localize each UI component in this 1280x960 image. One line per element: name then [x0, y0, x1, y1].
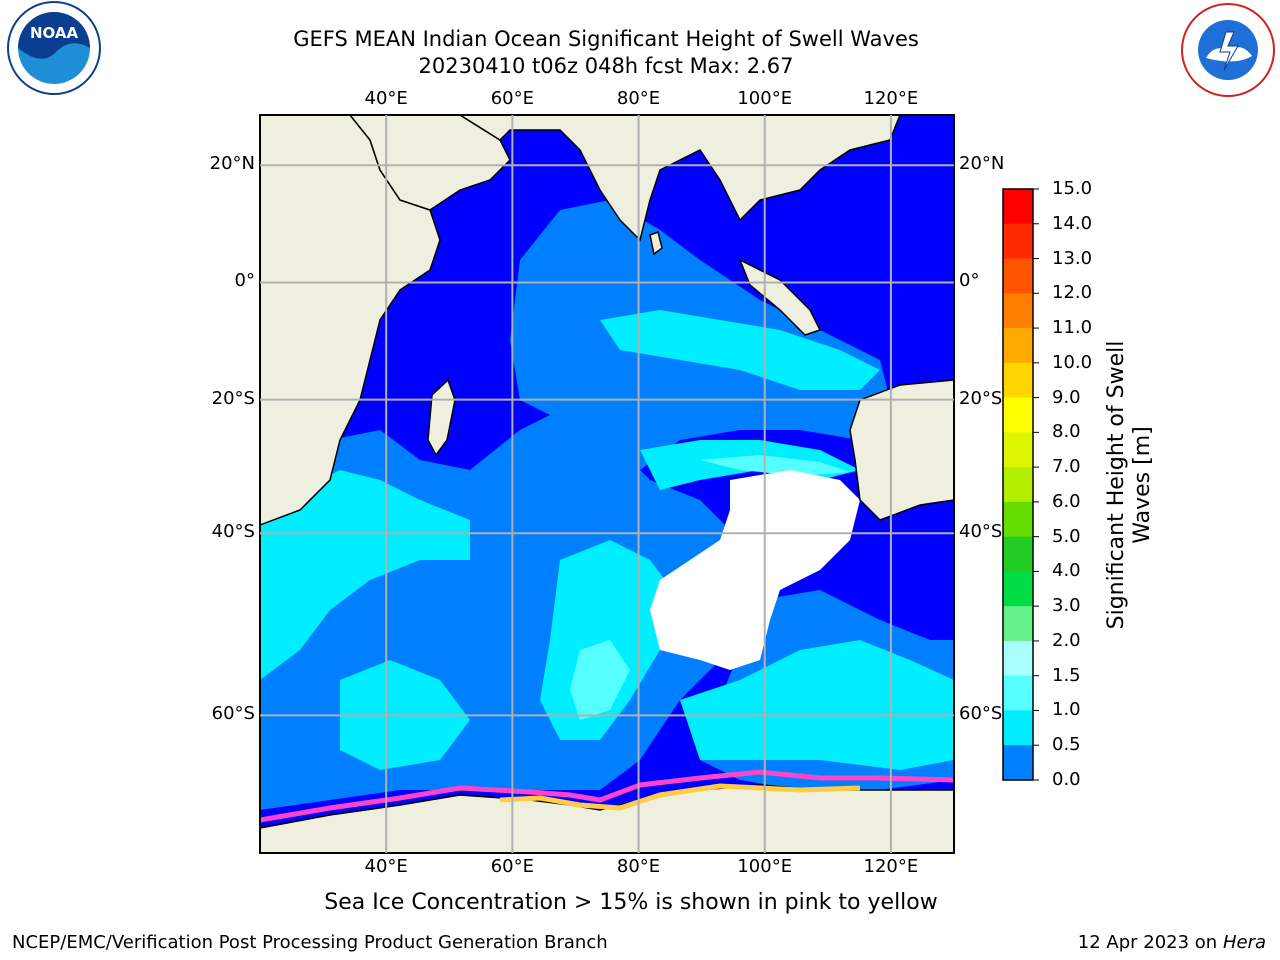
- longitude-tick-label: 60°E: [490, 88, 534, 109]
- swell-band-pale-2: [700, 455, 850, 476]
- colorbar-scale: [1002, 188, 1039, 781]
- colorbar-segment: [1003, 293, 1033, 329]
- latitude-tick-label: 20°S: [959, 387, 1003, 409]
- latitude-tick-label: 0°: [234, 270, 255, 292]
- colorbar-tick-label: 11.0: [1052, 317, 1093, 339]
- asia-land: [458, 115, 901, 242]
- colorbar-tick-label: 8.0: [1052, 421, 1081, 443]
- noaa-logo: NOAA: [0, 0, 108, 104]
- footer-date: 12 Apr 2023 on Hera: [1078, 932, 1266, 953]
- latitude-tick-label: 60°S: [959, 703, 1003, 725]
- colorbar-tick-label: 4.0: [1052, 560, 1081, 582]
- latitude-tick-label: 0°: [959, 270, 980, 292]
- longitude-tick-label: 80°E: [616, 88, 661, 109]
- colorbar-segment: [1003, 745, 1033, 781]
- colorbar-tick-label: 15.0: [1052, 178, 1093, 199]
- australia-land: [849, 379, 954, 521]
- longitude-tick-label: 60°E: [490, 856, 534, 877]
- nws-logo: [1176, 0, 1280, 104]
- footer-date-text: 12 Apr 2023 on: [1077, 932, 1223, 953]
- longitude-tick-label: 40°E: [364, 856, 408, 877]
- colorbar-segment: [1003, 397, 1033, 433]
- colorbar-segment: [1003, 432, 1033, 468]
- colorbar-segment: [1003, 362, 1033, 399]
- masked-region: [650, 470, 860, 670]
- colorbar-tick-label: 9.0: [1052, 386, 1081, 408]
- colorbar-tick-label: 1.0: [1052, 699, 1081, 721]
- longitude-tick-label: 80°E: [616, 856, 661, 877]
- colorbar-frame: [1002, 188, 1034, 781]
- swell-band-light-3: [600, 310, 880, 390]
- longitude-tick-label: 100°E: [737, 88, 793, 109]
- colorbar-segment: [1003, 536, 1033, 572]
- latitude-tick-label: 20°N: [209, 153, 255, 175]
- colorbar-segment: [1003, 501, 1033, 538]
- colorbar-tick-label: 0.0: [1052, 769, 1081, 790]
- latitude-tick-label: 20°N: [959, 153, 1005, 175]
- colorbar-tick-label: 7.0: [1052, 456, 1081, 478]
- colorbar-segment: [1003, 258, 1033, 294]
- map-gridlines: [260, 115, 954, 853]
- map-plot-area: [260, 115, 954, 853]
- colorbar-tick-label: 1.5: [1052, 664, 1081, 686]
- colorbar-segment: [1003, 640, 1033, 677]
- colorbar-segment: [1003, 606, 1033, 642]
- footer-credit: NCEP/EMC/Verification Post Processing Pr…: [12, 932, 608, 953]
- colorbar-tick-label: 6.0: [1052, 490, 1081, 512]
- colorbar-segment: [1003, 328, 1033, 364]
- colorbar-tick-label: 12.0: [1052, 282, 1093, 304]
- map-frame: [259, 114, 955, 854]
- colorbar-tick-label: 3.0: [1052, 595, 1081, 617]
- swell-band-light-5: [680, 640, 954, 770]
- latitude-tick-label: 40°S: [211, 521, 255, 543]
- colorbar-segment: [1003, 710, 1033, 746]
- sea-ice-note: Sea Ice Concentration > 15% is shown in …: [324, 890, 938, 915]
- sea-ice-fringe-pink: [260, 769, 954, 823]
- map-title: GEFS MEAN Indian Ocean Significant Heigh…: [293, 27, 919, 51]
- swell-band-light: [260, 470, 470, 680]
- latitude-tick-label: 20°S: [211, 387, 255, 409]
- sea-ice-fringe-yellow: [499, 783, 861, 811]
- srilanka-land: [649, 231, 663, 256]
- svg-text:NOAA: NOAA: [30, 24, 79, 42]
- sumatra-land: [738, 258, 822, 336]
- colorbar-segment: [1003, 675, 1033, 711]
- colorbar-segment: [1003, 223, 1033, 260]
- longitude-tick-label: 120°E: [863, 88, 919, 109]
- colorbar-segment: [1003, 189, 1033, 225]
- longitude-tick-label: 100°E: [737, 856, 793, 877]
- colorbar-tick-label: 10.0: [1052, 351, 1093, 373]
- colorbar-tick-label: 13.0: [1052, 247, 1093, 269]
- colorbar-segment: [1003, 467, 1033, 503]
- colorbar-tick-label: 2.0: [1052, 629, 1081, 651]
- colorbar-title: Significant Height of Swell Waves [m]: [1104, 340, 1155, 630]
- colorbar-tick-label: 14.0: [1052, 212, 1093, 234]
- latitude-tick-label: 60°S: [211, 703, 255, 725]
- latitude-tick-label: 40°S: [959, 521, 1003, 543]
- longitude-tick-label: 120°E: [863, 856, 919, 877]
- colorbar-segment: [1003, 571, 1033, 607]
- footer-host: Hera: [1222, 932, 1266, 953]
- swell-band-pale: [570, 640, 630, 720]
- colorbar-tick-label: 0.5: [1052, 734, 1081, 756]
- map-subtitle-line: 20230410 t06z 048h fcst Max: 2.67: [418, 54, 794, 78]
- longitude-tick-label: 40°E: [364, 88, 408, 109]
- colorbar-tick-label: 5.0: [1052, 525, 1081, 547]
